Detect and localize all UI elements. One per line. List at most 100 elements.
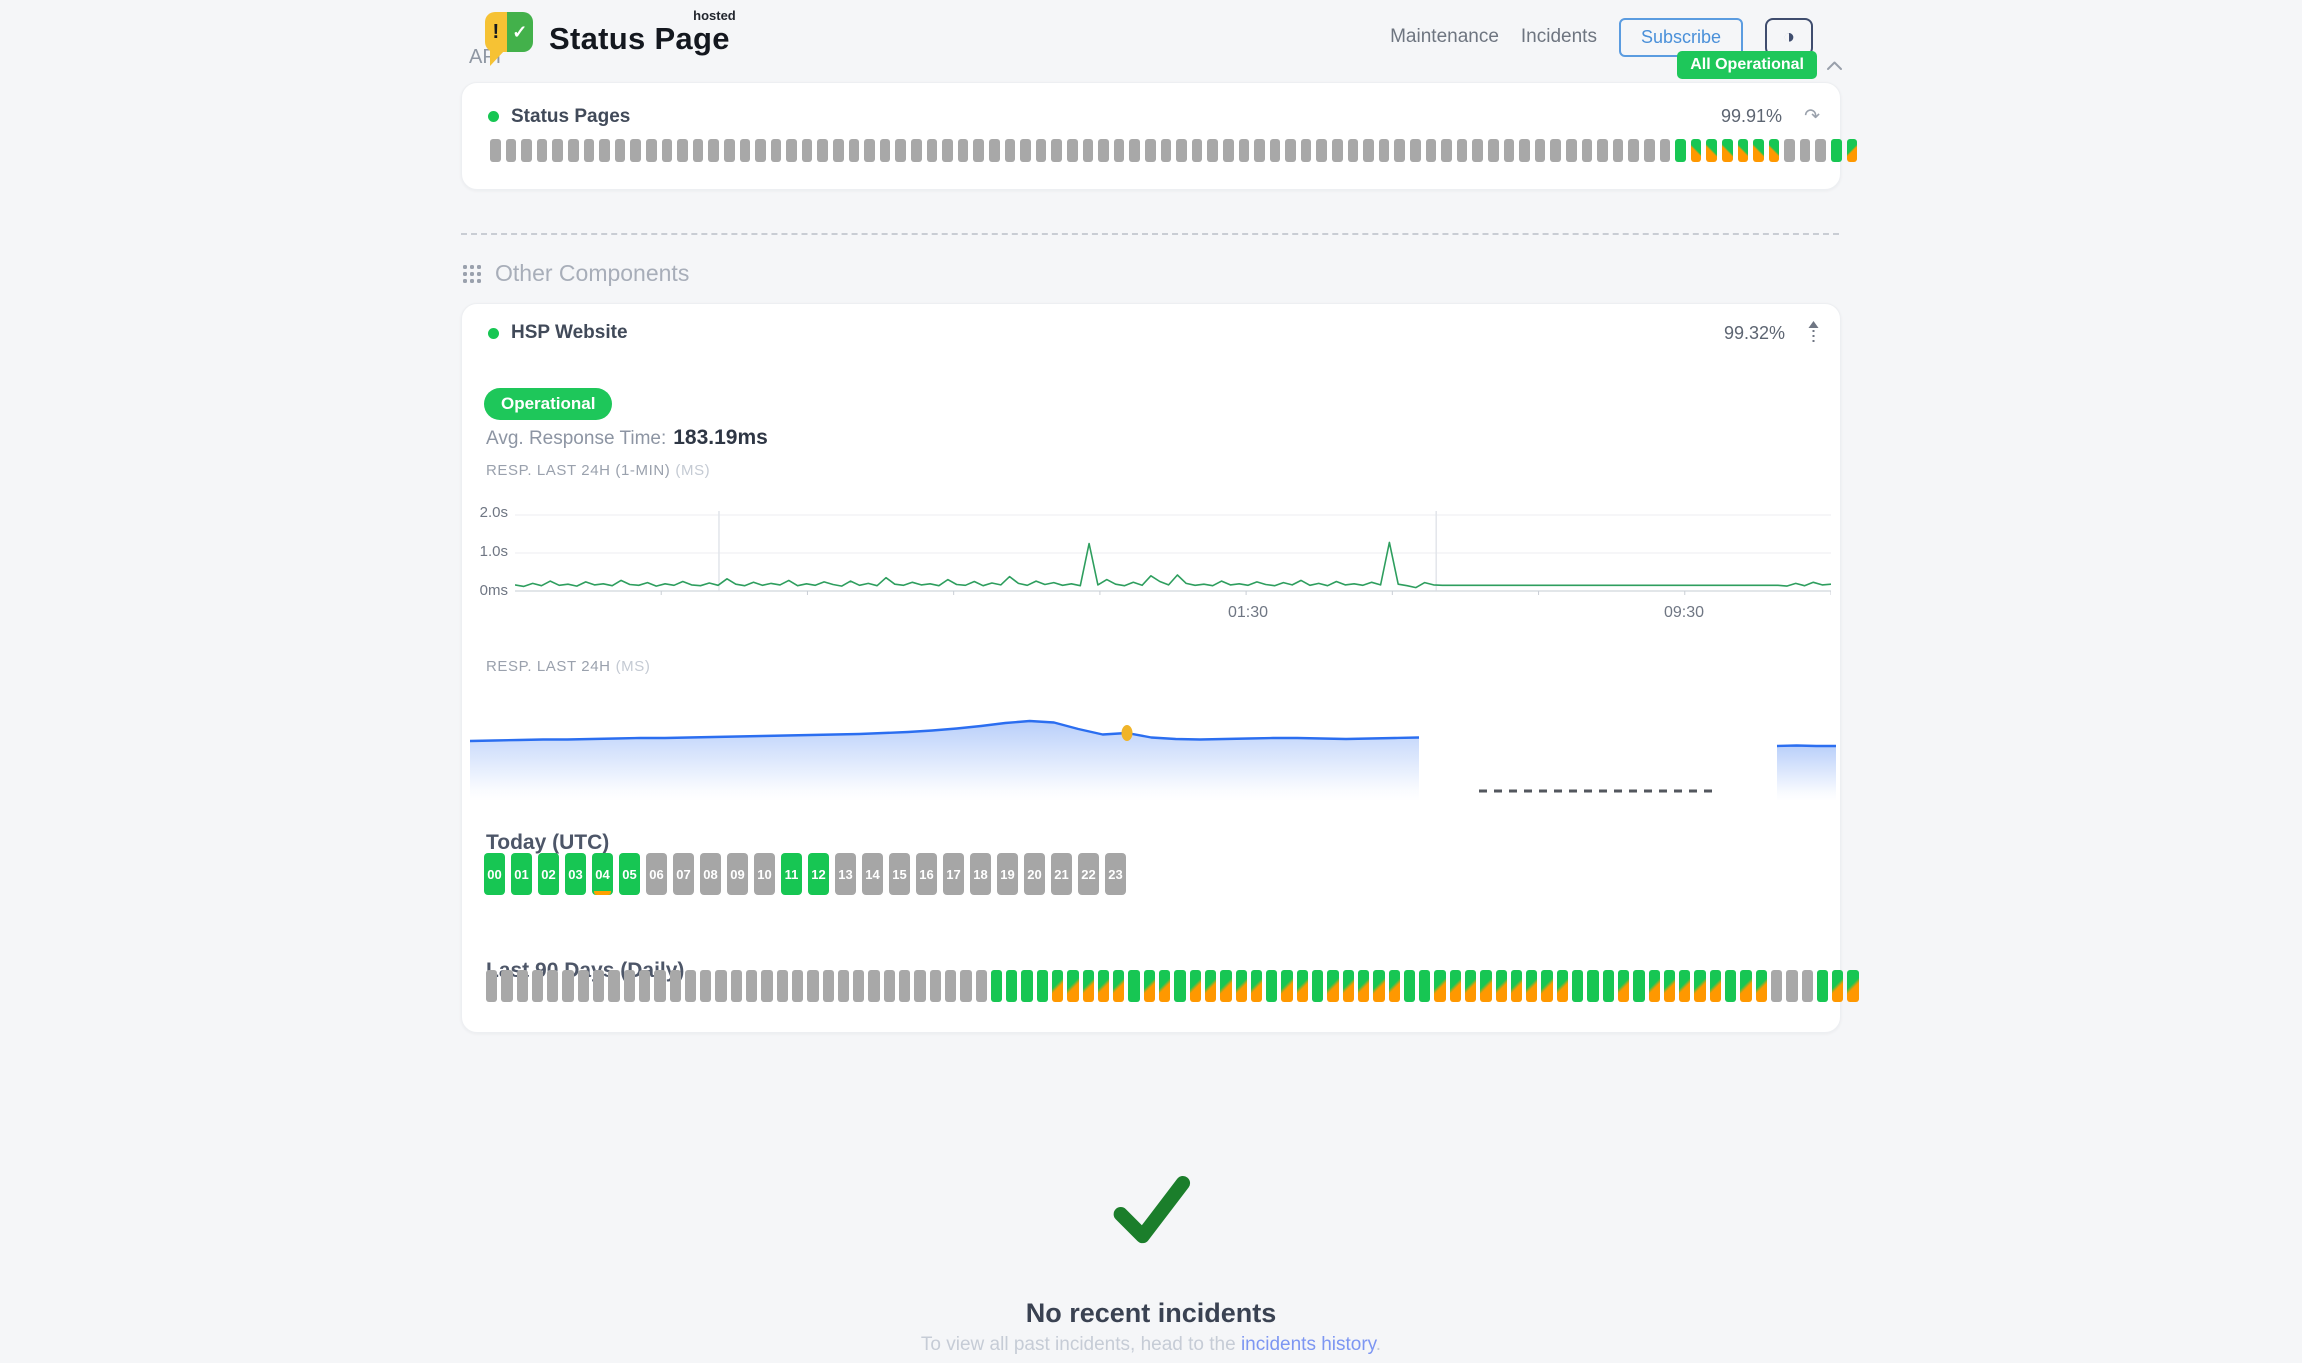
uptime-cell[interactable] bbox=[1176, 139, 1187, 162]
day-cell[interactable] bbox=[1220, 970, 1232, 1002]
day-cell[interactable] bbox=[1143, 970, 1156, 1002]
day-cell[interactable] bbox=[1266, 970, 1278, 1002]
uptime-cell[interactable] bbox=[1098, 139, 1109, 162]
hour-cell[interactable]: 06 bbox=[646, 853, 667, 895]
uptime-cell[interactable] bbox=[739, 139, 751, 162]
day-cell[interactable] bbox=[1113, 970, 1125, 1002]
hour-cell[interactable]: 11 bbox=[781, 853, 802, 895]
uptime-cell[interactable] bbox=[490, 139, 501, 162]
day-cell[interactable] bbox=[1327, 970, 1339, 1002]
day-cell[interactable] bbox=[746, 970, 758, 1002]
day-cell[interactable] bbox=[1097, 970, 1110, 1002]
uptime-cell[interactable] bbox=[755, 139, 766, 162]
uptime-cell[interactable] bbox=[848, 139, 860, 162]
uptime-cell[interactable] bbox=[1815, 139, 1827, 162]
uptime-cell[interactable] bbox=[692, 139, 704, 162]
day-cell[interactable] bbox=[1663, 970, 1676, 1002]
uptime-cell[interactable] bbox=[708, 139, 719, 162]
hour-cell[interactable]: 04 bbox=[592, 853, 613, 895]
day-cell[interactable] bbox=[547, 970, 559, 1002]
day-cell[interactable] bbox=[990, 970, 1003, 1002]
uptime-cell[interactable] bbox=[1035, 139, 1047, 162]
status-badge[interactable]: All Operational bbox=[1677, 51, 1817, 79]
day-cell[interactable] bbox=[807, 970, 819, 1002]
uptime-cell[interactable] bbox=[1316, 139, 1328, 162]
uptime-cell[interactable] bbox=[926, 139, 938, 162]
day-cell[interactable] bbox=[638, 970, 651, 1002]
hour-cell[interactable]: 02 bbox=[538, 853, 559, 895]
hour-cell[interactable]: 09 bbox=[727, 853, 748, 895]
response-line-chart[interactable] bbox=[515, 507, 1831, 599]
uptime-cell[interactable] bbox=[770, 139, 782, 162]
brand-logo[interactable]: ! ✓ hosted Status Page bbox=[485, 8, 736, 70]
uptime-cell[interactable] bbox=[645, 139, 657, 162]
uptime-cell[interactable] bbox=[1347, 139, 1359, 162]
day-cell[interactable] bbox=[791, 970, 804, 1002]
uptime-cell[interactable] bbox=[1222, 139, 1234, 162]
uptime-cell[interactable] bbox=[1768, 139, 1780, 162]
uptime-cell[interactable] bbox=[989, 139, 1000, 162]
uptime-cell[interactable] bbox=[614, 139, 626, 162]
uptime-cell[interactable] bbox=[1129, 139, 1140, 162]
uptime-cell[interactable] bbox=[1051, 139, 1062, 162]
day-cell[interactable] bbox=[623, 970, 635, 1002]
hour-cell[interactable]: 22 bbox=[1078, 853, 1099, 895]
day-cell[interactable] bbox=[1403, 970, 1416, 1002]
day-cell[interactable] bbox=[577, 970, 590, 1002]
day-cell[interactable] bbox=[531, 970, 544, 1002]
hour-cell[interactable]: 21 bbox=[1051, 853, 1072, 895]
day-cell[interactable] bbox=[1159, 970, 1171, 1002]
day-cell[interactable] bbox=[1419, 970, 1431, 1002]
day-cell[interactable] bbox=[1770, 970, 1783, 1002]
uptime-cell[interactable] bbox=[1254, 139, 1265, 162]
day-cell[interactable] bbox=[1709, 970, 1722, 1002]
day-cell[interactable] bbox=[1755, 970, 1767, 1002]
hour-cell[interactable]: 05 bbox=[619, 853, 640, 895]
uptime-cell[interactable] bbox=[1207, 139, 1218, 162]
uptime-cell[interactable] bbox=[942, 139, 953, 162]
uptime-cell[interactable] bbox=[973, 139, 984, 162]
day-cell[interactable] bbox=[1587, 970, 1599, 1002]
nav-incidents[interactable]: Incidents bbox=[1520, 26, 1597, 47]
uptime-cell[interactable] bbox=[583, 139, 595, 162]
hour-cell[interactable]: 15 bbox=[889, 853, 910, 895]
uptime-cell[interactable] bbox=[1410, 139, 1421, 162]
day-cell[interactable] bbox=[837, 970, 850, 1002]
day-cell[interactable] bbox=[883, 970, 896, 1002]
day-cell[interactable] bbox=[1480, 970, 1492, 1002]
day-cell[interactable] bbox=[944, 970, 957, 1002]
day-cell[interactable] bbox=[1648, 970, 1660, 1002]
day-cell[interactable] bbox=[730, 970, 743, 1002]
chevron-up-icon[interactable] bbox=[1826, 60, 1843, 71]
uptime-cell[interactable] bbox=[1020, 139, 1031, 162]
uptime-cell[interactable] bbox=[1425, 139, 1437, 162]
day-cell[interactable] bbox=[501, 970, 513, 1002]
uptime-cell[interactable] bbox=[723, 139, 735, 162]
uptime-cell[interactable] bbox=[1456, 139, 1468, 162]
refresh-icon[interactable]: ↷ bbox=[1804, 106, 1820, 127]
uptime-cell[interactable] bbox=[1612, 139, 1624, 162]
day-cell[interactable] bbox=[853, 970, 865, 1002]
incidents-history-link[interactable]: incidents history bbox=[1240, 1334, 1376, 1355]
day-cell[interactable] bbox=[1465, 970, 1477, 1002]
uptime-cell[interactable] bbox=[536, 139, 548, 162]
day-cell[interactable] bbox=[1250, 970, 1263, 1002]
day-cell[interactable] bbox=[684, 970, 697, 1002]
uptime-cell[interactable] bbox=[1191, 139, 1203, 162]
nav-maintenance[interactable]: Maintenance bbox=[1390, 26, 1499, 47]
day-cell[interactable] bbox=[1051, 970, 1064, 1002]
day-cell[interactable] bbox=[1449, 970, 1461, 1002]
day-cell[interactable] bbox=[1541, 970, 1553, 1002]
uptime-cell[interactable] bbox=[957, 139, 969, 162]
uptime-cell[interactable] bbox=[1269, 139, 1281, 162]
uptime-cell[interactable] bbox=[661, 139, 673, 162]
day-cell[interactable] bbox=[899, 970, 911, 1002]
uptime-cell[interactable] bbox=[1332, 139, 1343, 162]
component-row-status-pages[interactable]: Status Pages 99.91% ↷ bbox=[488, 105, 1820, 128]
uptime-cell[interactable] bbox=[1643, 139, 1655, 162]
uptime-cell[interactable] bbox=[567, 139, 579, 162]
uptime-cell[interactable] bbox=[1503, 139, 1515, 162]
day-cell[interactable] bbox=[975, 970, 987, 1002]
hour-cell[interactable]: 08 bbox=[700, 853, 721, 895]
day-cell[interactable] bbox=[1174, 970, 1186, 1002]
